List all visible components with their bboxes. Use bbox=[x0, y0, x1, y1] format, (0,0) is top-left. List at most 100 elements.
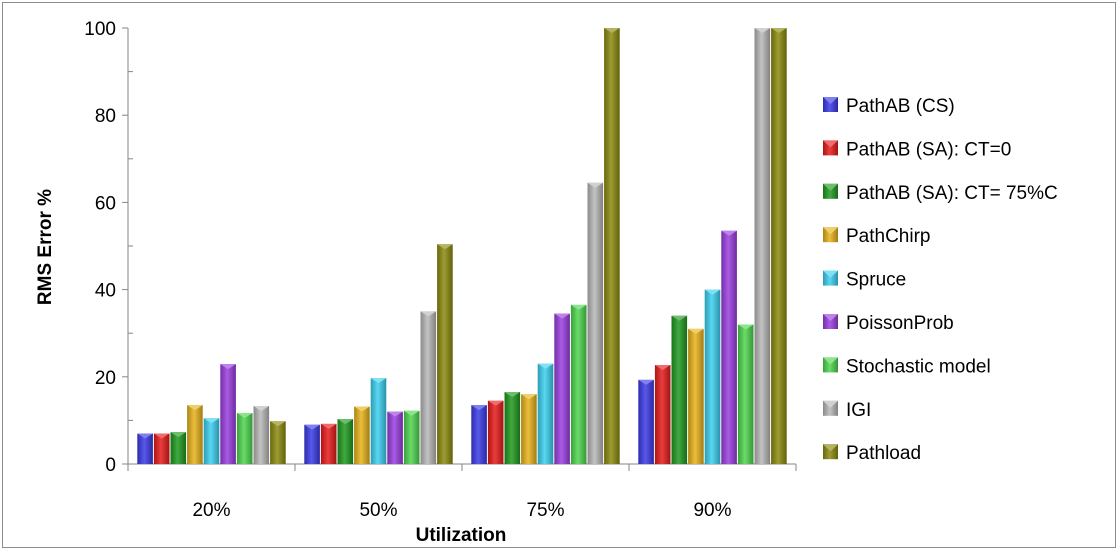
bar bbox=[671, 315, 688, 464]
legend-swatch bbox=[823, 444, 838, 460]
bar-cap bbox=[337, 419, 354, 425]
bar bbox=[270, 421, 286, 464]
bar bbox=[771, 28, 787, 464]
bar bbox=[521, 394, 537, 464]
y-tick-label: 40 bbox=[95, 281, 116, 302]
legend-swatch-cap bbox=[823, 314, 838, 321]
x-tick-label: 90% bbox=[693, 500, 731, 521]
bar-cap bbox=[487, 400, 504, 406]
legend-swatch bbox=[823, 227, 838, 243]
bar bbox=[253, 406, 270, 464]
legend-swatch bbox=[823, 97, 838, 112]
bar-cap bbox=[604, 28, 620, 33]
bar bbox=[370, 378, 387, 464]
bar bbox=[420, 311, 437, 464]
legend-swatch-cap bbox=[823, 400, 838, 408]
bar-cap bbox=[688, 328, 704, 334]
bar-cap bbox=[203, 418, 220, 424]
bar-cap bbox=[187, 405, 203, 411]
bar bbox=[654, 365, 671, 464]
bar-cap bbox=[220, 364, 236, 370]
x-axis-title: Utilization bbox=[416, 525, 507, 546]
legend-swatch-cap bbox=[823, 183, 838, 191]
x-tick-label: 20% bbox=[192, 500, 230, 521]
bar bbox=[487, 400, 504, 464]
bar bbox=[337, 419, 354, 464]
bar bbox=[554, 313, 570, 464]
bar bbox=[304, 424, 320, 464]
legend-label: PathAB (SA): CT=0 bbox=[846, 139, 1011, 160]
bar bbox=[537, 363, 554, 464]
bar bbox=[721, 230, 737, 464]
bar bbox=[570, 304, 587, 464]
bar-cap bbox=[737, 324, 754, 330]
bar bbox=[387, 411, 403, 464]
bar-cap bbox=[721, 230, 737, 236]
y-axis-title: RMS Error % bbox=[35, 189, 56, 305]
bar-cap bbox=[153, 433, 170, 439]
legend-swatch bbox=[823, 183, 838, 199]
bar-cap bbox=[420, 311, 437, 317]
bar-cap bbox=[137, 433, 153, 439]
x-tick-label: 75% bbox=[526, 500, 564, 521]
bar bbox=[137, 433, 153, 464]
bar-cap bbox=[170, 432, 187, 438]
bar-cap bbox=[387, 411, 403, 417]
bar bbox=[704, 289, 721, 464]
legend-label: Stochastic model bbox=[846, 356, 991, 377]
legend-swatch-cap bbox=[823, 357, 838, 365]
bar-cap bbox=[654, 365, 671, 371]
bar-cap bbox=[471, 405, 487, 411]
bar-cap bbox=[304, 424, 320, 430]
bar-cap bbox=[771, 28, 787, 33]
legend-swatch bbox=[823, 400, 838, 416]
bar-cap bbox=[253, 406, 270, 412]
bar-cap bbox=[570, 304, 587, 310]
legend-swatch bbox=[823, 270, 838, 286]
bar bbox=[504, 392, 521, 464]
legend-swatch-cap bbox=[823, 444, 838, 452]
bar bbox=[153, 433, 170, 464]
y-tick-label: 80 bbox=[95, 106, 116, 127]
bar bbox=[471, 405, 487, 464]
bar bbox=[688, 328, 704, 464]
legend-swatch-cap bbox=[823, 227, 838, 235]
bar bbox=[754, 28, 771, 464]
bar-cap bbox=[437, 244, 453, 250]
bar bbox=[236, 412, 253, 464]
bar-cap bbox=[270, 421, 286, 427]
legend-label: PathChirp bbox=[846, 226, 931, 247]
y-tick-label: 20 bbox=[95, 368, 116, 389]
bar-cap bbox=[638, 379, 654, 385]
legend-label: Pathload bbox=[846, 443, 921, 464]
bar-cap bbox=[403, 410, 420, 416]
bar-cap bbox=[521, 394, 537, 400]
plot-area: 0 20 40 60 80 100 20% 50% 75% 90% bbox=[84, 19, 797, 521]
legend-swatch bbox=[823, 140, 838, 156]
bar bbox=[604, 28, 620, 464]
bar-cap bbox=[370, 378, 387, 384]
y-tick-label: 60 bbox=[95, 193, 116, 214]
legend-label: PoissonProb bbox=[846, 313, 954, 334]
legend-swatch-cap bbox=[823, 270, 838, 278]
legend-swatch bbox=[823, 314, 838, 329]
legend-swatch-cap bbox=[823, 140, 838, 148]
legend-swatch-cap bbox=[823, 97, 838, 104]
bar-cap bbox=[236, 412, 253, 418]
bar bbox=[320, 423, 337, 464]
legend-swatch bbox=[823, 357, 838, 373]
bar-cap bbox=[504, 392, 521, 398]
bar-cap bbox=[587, 182, 604, 188]
bar bbox=[638, 379, 654, 464]
bar bbox=[203, 418, 220, 464]
x-tick-label: 50% bbox=[359, 500, 397, 521]
bar-cap bbox=[554, 313, 570, 319]
bar bbox=[403, 410, 420, 464]
bar-cap bbox=[671, 315, 688, 321]
bar-cap bbox=[537, 363, 554, 369]
bar bbox=[437, 244, 453, 464]
bar bbox=[587, 182, 604, 464]
y-tick-label: 100 bbox=[84, 19, 116, 40]
bar bbox=[170, 432, 187, 464]
